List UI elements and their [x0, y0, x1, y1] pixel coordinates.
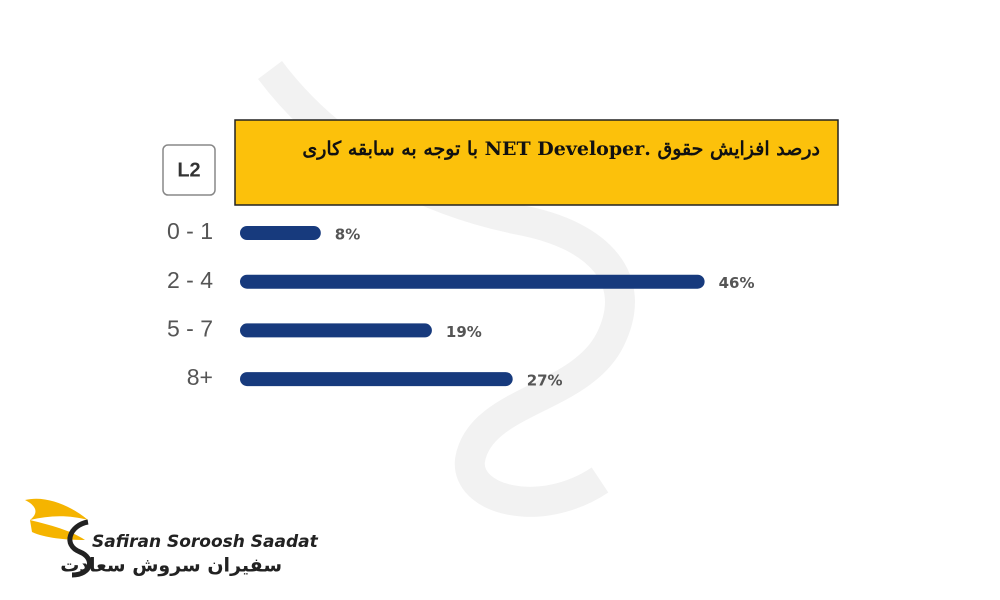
value-label: 8%	[335, 226, 360, 244]
value-label: 27%	[527, 372, 563, 390]
logo-swan	[67, 519, 92, 578]
logo-wing	[25, 498, 88, 520]
category-label: 2 - 4	[167, 267, 213, 293]
bar	[240, 372, 513, 387]
title-box	[234, 119, 839, 206]
chart-title: درصد افزایش حقوق .NET Developer با توجه …	[302, 138, 820, 160]
badge-box	[162, 144, 216, 196]
logo: Safiran Soroosh Saadat سفیران سروش سعادت	[25, 498, 319, 578]
value-label: 19%	[446, 323, 482, 341]
category-label: 5 - 7	[167, 315, 213, 341]
value-label: 46%	[719, 274, 755, 292]
logo-name: Safiran Soroosh Saadat	[92, 532, 319, 552]
bar	[240, 274, 705, 289]
category-label: 8+	[187, 364, 213, 390]
bar	[240, 323, 432, 338]
bar	[240, 226, 321, 240]
badge: L2	[177, 159, 200, 181]
category-label: 0 - 1	[167, 218, 213, 244]
logo-name-fa: سفیران سروش سعادت	[60, 555, 282, 577]
